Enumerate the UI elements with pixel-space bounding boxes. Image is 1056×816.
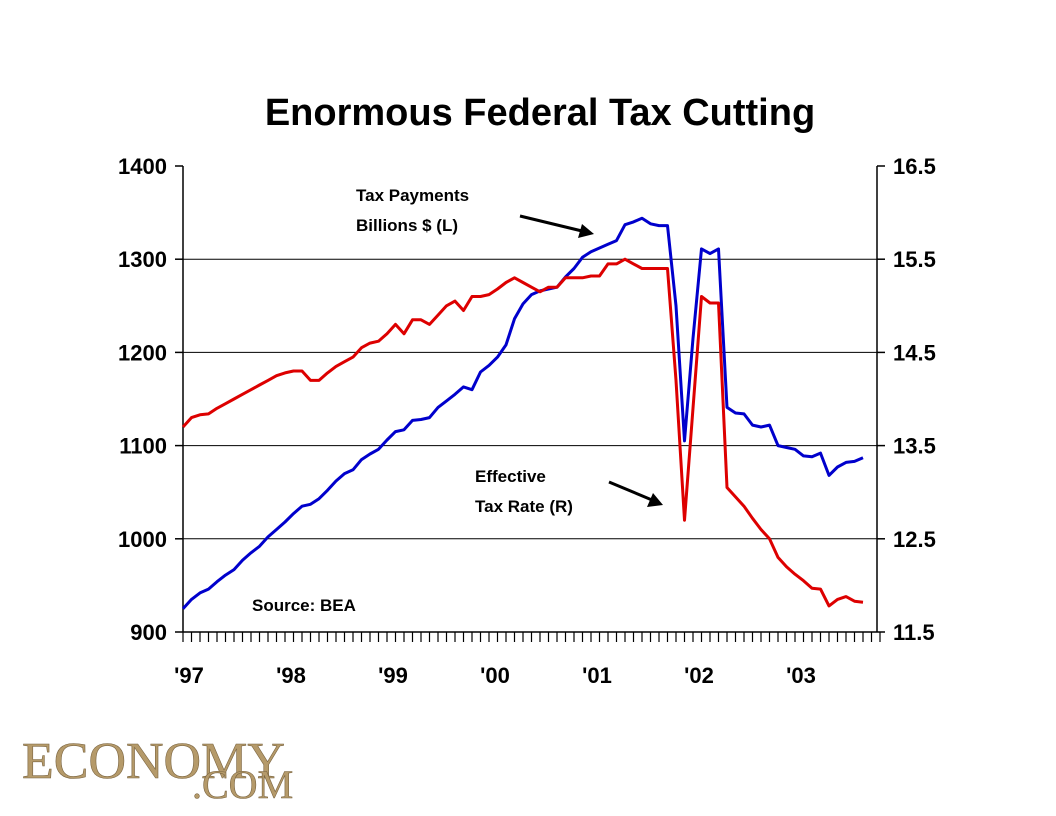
y-right-tick-label: 16.5	[893, 154, 936, 179]
x-tick-label: '99	[378, 663, 408, 688]
annotation-tax-rate-arrowhead	[647, 493, 663, 507]
series-layer	[181, 216, 864, 610]
x-tick-label: '98	[276, 663, 306, 688]
annotation-tax-rate-line1: Effective	[475, 467, 546, 486]
x-tick-label: '97	[174, 663, 204, 688]
x-tick-label: '00	[480, 663, 510, 688]
grid-layer	[183, 258, 877, 540]
x-tick-label: '03	[786, 663, 816, 688]
series-line-tax-payments	[181, 216, 864, 610]
y-right-tick-label: 15.5	[893, 247, 936, 272]
y-left-tick-label: 1300	[118, 247, 167, 272]
annotation-tax-rate-arrow	[608, 480, 653, 502]
logo-suffix-text: .COM	[192, 762, 293, 802]
y-left-tick-label: 1200	[118, 340, 167, 365]
y-left-tick-label: 900	[130, 620, 167, 645]
series-line-tax-rate	[181, 257, 864, 608]
annotation-tax-rate-line2: Tax Rate (R)	[475, 497, 573, 516]
annotation-tax-payments-line1: Tax Payments	[356, 186, 469, 205]
y-right-tick-label: 14.5	[893, 340, 936, 365]
annotation-layer: Tax Payments Billions $ (L) Effective Ta…	[252, 186, 663, 615]
source-label: Source: BEA	[252, 596, 356, 615]
y-right-tick-label: 12.5	[893, 527, 936, 552]
annotation-tax-payments-arrow	[519, 214, 583, 233]
economy-com-logo: ECONOMY .COM	[22, 733, 293, 802]
y-left-tick-label: 1100	[119, 434, 167, 459]
axis-layer: 900 1000 1100 1200 1300 1400 11.5 12.5 13.5 14.5 1…	[118, 154, 936, 688]
x-tick-label: '01	[582, 663, 612, 688]
y-right-tick-label: 11.5	[893, 620, 935, 645]
x-tick-label: '02	[684, 663, 714, 688]
y-right-tick-label: 13.5	[893, 434, 936, 459]
y-left-tick-label: 1000	[118, 527, 167, 552]
annotation-tax-payments-arrowhead	[578, 224, 594, 238]
logo-main-text: ECONOMY	[22, 733, 285, 790]
y-left-tick-label: 1400	[118, 154, 167, 179]
annotation-tax-payments-line2: Billions $ (L)	[356, 216, 458, 235]
chart-title: Enormous Federal Tax Cutting	[264, 92, 816, 134]
